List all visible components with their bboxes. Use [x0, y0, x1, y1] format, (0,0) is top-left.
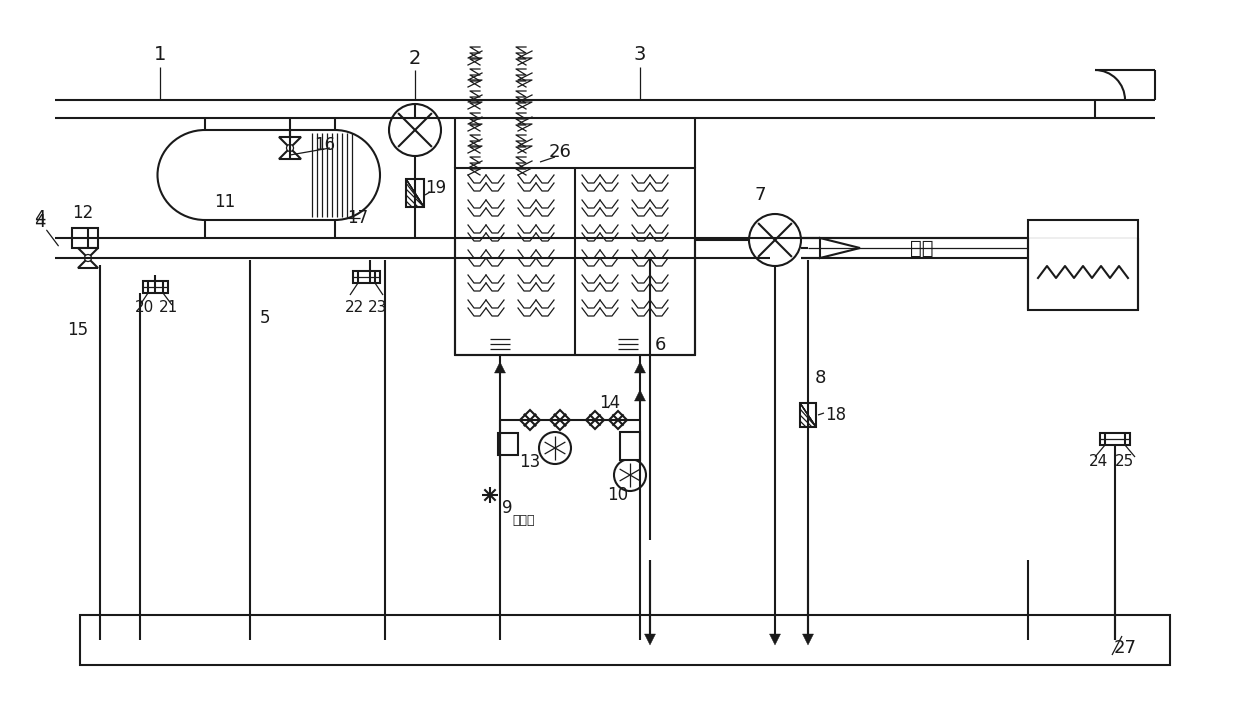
- Text: 12: 12: [72, 204, 93, 222]
- Text: 9: 9: [502, 499, 512, 517]
- Text: 27: 27: [1114, 639, 1137, 657]
- Text: 车间: 车间: [910, 239, 934, 258]
- Circle shape: [389, 104, 441, 156]
- Polygon shape: [551, 410, 570, 430]
- Bar: [498, 433, 518, 455]
- Text: 冷冻水: 冷冻水: [512, 513, 534, 526]
- Text: 20: 20: [135, 300, 155, 315]
- Polygon shape: [802, 634, 813, 645]
- Text: 1: 1: [154, 46, 166, 65]
- Text: 6: 6: [655, 336, 666, 354]
- Bar: [620, 432, 640, 460]
- Polygon shape: [609, 411, 627, 429]
- Bar: [72, 228, 98, 248]
- Bar: [143, 281, 167, 293]
- Bar: [1028, 220, 1138, 310]
- Polygon shape: [635, 390, 646, 401]
- Polygon shape: [495, 362, 506, 373]
- Text: 4: 4: [35, 213, 46, 231]
- Polygon shape: [244, 634, 255, 645]
- Text: 10: 10: [608, 486, 629, 504]
- Circle shape: [614, 459, 646, 491]
- Bar: [81, 615, 1171, 665]
- Text: 13: 13: [520, 453, 541, 471]
- Bar: [455, 168, 694, 355]
- Polygon shape: [587, 411, 604, 429]
- Text: 23: 23: [368, 300, 388, 315]
- Text: 18: 18: [825, 406, 846, 424]
- Polygon shape: [770, 634, 780, 645]
- Polygon shape: [520, 410, 539, 430]
- Circle shape: [84, 254, 92, 261]
- Polygon shape: [78, 248, 98, 258]
- Polygon shape: [635, 362, 646, 373]
- Circle shape: [539, 432, 570, 464]
- Text: 19: 19: [425, 179, 446, 197]
- Polygon shape: [279, 148, 301, 159]
- Text: 26: 26: [548, 143, 572, 161]
- Text: 2: 2: [409, 48, 422, 68]
- Polygon shape: [94, 634, 105, 645]
- Text: 17: 17: [347, 209, 368, 227]
- Text: 8: 8: [815, 369, 826, 387]
- Polygon shape: [279, 137, 301, 148]
- Bar: [353, 271, 379, 283]
- Polygon shape: [1110, 634, 1121, 645]
- Bar: [405, 179, 424, 207]
- Polygon shape: [645, 634, 656, 645]
- Text: 25: 25: [1115, 454, 1135, 469]
- Polygon shape: [379, 634, 391, 645]
- Polygon shape: [134, 634, 145, 645]
- Circle shape: [286, 145, 294, 152]
- Text: 7: 7: [754, 186, 766, 204]
- Circle shape: [749, 214, 801, 266]
- Text: 16: 16: [315, 136, 336, 154]
- Polygon shape: [78, 258, 98, 268]
- Polygon shape: [802, 634, 813, 645]
- Text: 4: 4: [35, 209, 46, 227]
- Text: 14: 14: [599, 394, 620, 412]
- Text: 22: 22: [346, 300, 365, 315]
- Text: 3: 3: [634, 46, 646, 65]
- Text: 21: 21: [159, 300, 177, 315]
- Text: 24: 24: [1089, 454, 1107, 469]
- Polygon shape: [820, 238, 861, 258]
- Text: 11: 11: [215, 193, 236, 211]
- Polygon shape: [645, 634, 656, 645]
- Bar: [800, 403, 816, 427]
- Text: 15: 15: [67, 321, 88, 339]
- Polygon shape: [635, 634, 646, 645]
- Text: 5: 5: [259, 309, 270, 327]
- Bar: [1100, 433, 1130, 445]
- Polygon shape: [495, 634, 506, 645]
